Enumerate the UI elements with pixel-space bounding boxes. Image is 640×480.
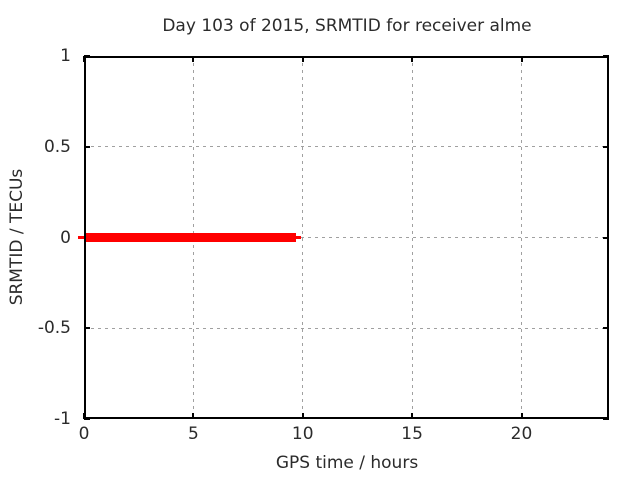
x-tick-label: 15 (401, 424, 423, 444)
y-gridline (84, 146, 609, 148)
y-tick-label: 0.5 (43, 136, 71, 157)
x-tick-label: 5 (187, 424, 199, 444)
y-tick-right (603, 327, 609, 330)
x-tick-label: 20 (510, 424, 533, 444)
y-tick-label: 1 (60, 46, 71, 66)
x-tick-label: 10 (291, 424, 314, 444)
y-tick-left (84, 55, 90, 57)
x-tick-top (520, 56, 523, 62)
y-gridline (84, 327, 609, 329)
x-tick-bottom (301, 413, 304, 419)
srmtid-line-segment (84, 233, 297, 242)
srmtid-line-segment (78, 236, 84, 239)
y-tick-left (84, 327, 90, 330)
y-tick-left (84, 145, 90, 148)
y-tick-label: -1 (54, 409, 71, 429)
y-tick-right (603, 418, 609, 420)
y-tick-right (603, 236, 609, 239)
y-tick-right (603, 55, 609, 57)
srmtid-line-segment (296, 236, 301, 239)
x-axis-title: GPS time / hours (275, 453, 419, 473)
y-tick-right (603, 145, 609, 148)
x-tick-bottom (520, 413, 523, 419)
x-tick-bottom (411, 413, 414, 419)
chart-title: Day 103 of 2015, SRMTID for receiver alm… (162, 16, 532, 36)
y-tick-label: 0 (60, 227, 71, 248)
y-tick-label: -0.5 (37, 318, 71, 339)
plot-area (78, 55, 609, 420)
x-tick-label: 0 (78, 424, 90, 444)
y-gridline (84, 237, 609, 238)
x-tick-top (192, 56, 195, 62)
x-tick-top (301, 56, 304, 62)
x-tick-bottom (192, 413, 195, 419)
x-tick-top (411, 56, 414, 62)
y-tick-left (84, 418, 90, 420)
